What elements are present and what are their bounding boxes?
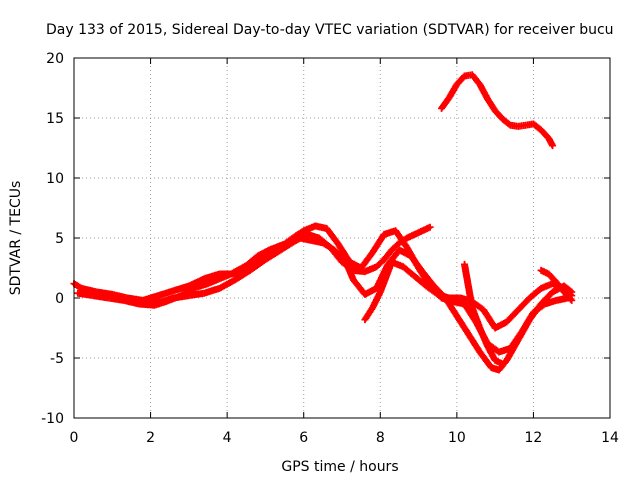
y-axis-label: SDTVAR / TECUs [8,181,24,296]
data-point-trail [469,72,483,87]
data-point-trail [477,349,494,370]
data-point-trail [335,241,353,265]
data-point-trail [343,260,357,282]
data-point-trail [527,286,544,301]
data-point-trail [531,121,544,133]
data-point-trail [527,301,544,322]
y-tick-label: 10 [46,171,64,187]
data-point-trail [412,274,429,289]
data-point-trail [374,257,387,270]
x-tick-label: 12 [525,430,543,446]
x-tick-label: 4 [223,430,232,446]
data-points [70,71,576,374]
y-tick-label: 5 [55,231,64,247]
y-tick-label: -5 [50,351,64,367]
data-point-trail [424,283,440,297]
y-tick-label: 20 [46,51,64,67]
data-point-trail [465,331,483,355]
data-point-trail [401,264,417,279]
x-tick-label: 10 [448,430,466,446]
data-point-trail [454,73,467,87]
data-point-trail [469,305,483,330]
data-point-trail [408,253,425,274]
data-point-trail [481,307,498,331]
data-point-trail [324,226,341,247]
data-point-trail [538,127,552,141]
data-point-trail [515,295,532,313]
data-point-trail [381,247,395,262]
series-arc-f [537,266,576,304]
data-point-trail [370,232,387,255]
data-point-trail [508,122,520,130]
series-arc-g [438,71,557,150]
y-tick-label: -10 [41,411,64,427]
data-point [568,296,576,304]
data-point-trail [515,317,533,342]
data-point-trail [492,108,506,122]
data-point-trail [389,240,402,253]
data-point-trail [554,280,567,295]
data-point-trail [561,289,575,303]
data-point-trail [294,228,306,239]
data-point-trail [454,313,471,337]
data-point-trail [516,122,528,130]
data-point [426,223,434,231]
grid-lines [74,58,610,418]
data-point-trail [546,271,559,285]
data-point-trail [461,262,476,310]
data-point-trail [503,338,521,363]
data-point-trail [263,247,279,261]
data-point-trail [500,116,513,128]
data-point-trail [362,305,376,322]
data-point-trail [477,326,491,348]
data-point-trail [484,96,498,113]
x-tick-label: 14 [601,430,619,446]
x-tick-label: 8 [376,430,385,446]
data-point-trail [332,247,349,265]
x-tick-label: 6 [299,430,308,446]
x-tick-label: 2 [146,430,155,446]
data-point [499,360,507,368]
y-tick-label: 15 [46,111,64,127]
y-tick-label: 0 [55,291,64,307]
data-point-trail [419,269,437,289]
x-axis-label: GPS time / hours [281,459,398,475]
data-point-trail [358,250,376,271]
series-arc-e [461,260,507,368]
x-tick-label: 0 [70,430,79,446]
data-point-trail [377,260,395,294]
data-point-trail [462,71,474,80]
data-point-trail [504,307,521,325]
data-point-trail [351,277,368,297]
data-point-trail [538,289,555,307]
data-point [549,142,557,150]
axis-ticks: 0 2 4 6 8 10 12 14 -10 -5 0 5 10 15 20 [41,51,619,446]
data-point-trail [439,95,452,111]
chart-title: Day 133 of 2015, Sidereal Day-to-day VTE… [46,22,614,38]
data-point-trail [524,120,535,129]
data-point-trail [393,228,410,250]
